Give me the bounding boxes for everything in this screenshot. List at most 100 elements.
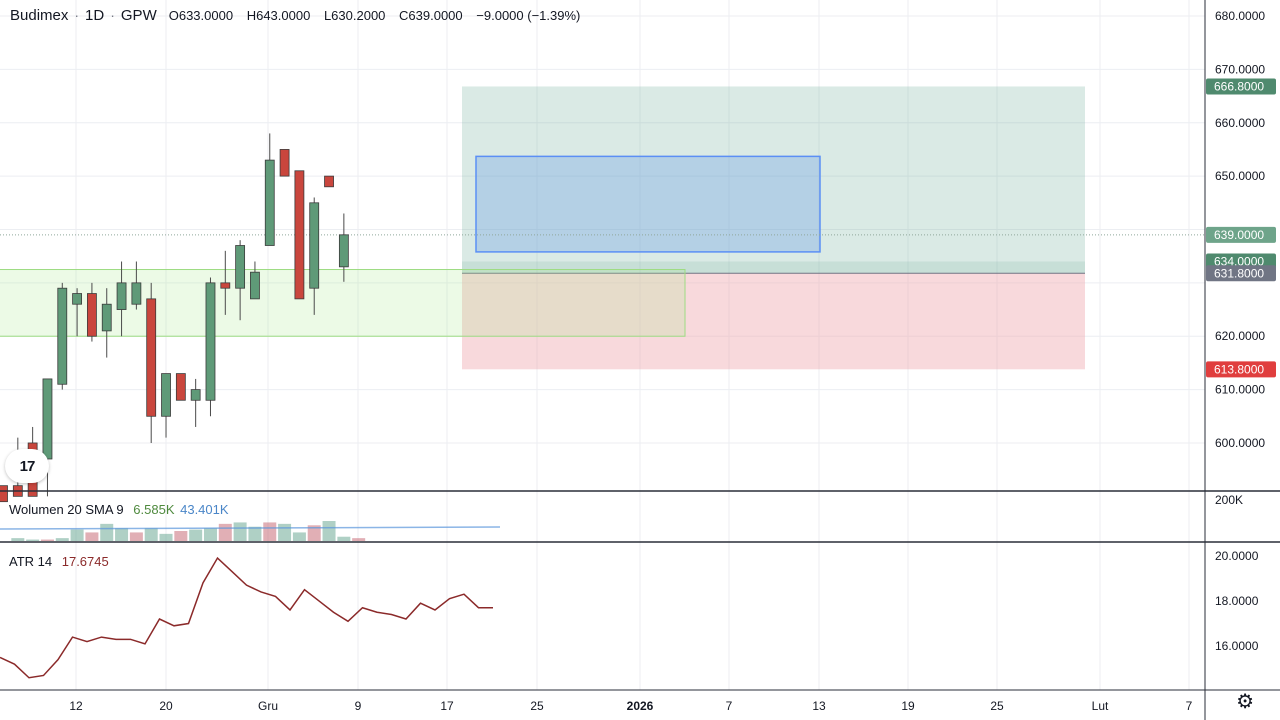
volume-bar (144, 528, 158, 541)
price-tag (1206, 78, 1276, 95)
price-tick-label: 600.0000 (1215, 436, 1265, 450)
price-tag (1206, 265, 1276, 282)
support-range-box (0, 269, 686, 337)
stop-loss-zone (462, 273, 1085, 370)
price-tag-label: 634.0000 (1214, 255, 1264, 269)
volume-bar (189, 529, 203, 541)
volume-bar (337, 536, 351, 541)
open-value: O633.0000 (168, 8, 234, 23)
candle-body (338, 234, 349, 268)
candle (87, 282, 97, 342)
change-value: −9.0000 (−1.39%) (476, 8, 581, 23)
candle-body (116, 282, 127, 310)
volume-bar (40, 539, 54, 541)
time-tick-label: 25 (530, 699, 544, 713)
volume-bar (263, 522, 277, 541)
candle (42, 378, 53, 497)
candle-body (294, 170, 305, 300)
candle-body (175, 373, 186, 401)
volume-value-2: 43.401K (180, 502, 229, 517)
candle-body (42, 378, 53, 460)
gear-icon[interactable]: ⚙ (1236, 691, 1254, 713)
price-tick-label: 610.0000 (1215, 383, 1265, 397)
candle-body (309, 202, 320, 289)
volume-bar (26, 539, 40, 541)
volume-bar (352, 538, 366, 541)
low-value: L630.2000 (323, 8, 386, 23)
high-value: H643.0000 (246, 8, 311, 23)
candle (72, 288, 82, 337)
atr-line (0, 556, 493, 679)
candle (161, 373, 171, 438)
atr-tick-label: 16.0000 (1215, 639, 1259, 653)
time-tick-label: 25 (990, 699, 1004, 713)
ohlc-values: O633.0000 H643.0000 L630.2000 C639.0000 … (169, 8, 591, 23)
price-tick-label: 620.0000 (1215, 329, 1265, 343)
atr-legend[interactable]: ATR 14 17.6745 (9, 554, 109, 569)
candle (264, 133, 275, 246)
price-tick-label: 680.0000 (1215, 9, 1265, 23)
candle-body (72, 293, 82, 305)
tradingview-logo[interactable]: 17 (5, 449, 49, 483)
candle (101, 288, 112, 358)
candle (0, 485, 8, 503)
price-tag (1206, 226, 1276, 243)
candle-body (161, 373, 171, 417)
time-tick-label: 19 (901, 699, 915, 713)
price-tick-label: 650.0000 (1215, 169, 1265, 183)
atr-label: ATR 14 (9, 554, 53, 569)
candle-body (235, 245, 246, 289)
candle (279, 149, 290, 177)
volume-axis-label: 200K (1215, 493, 1243, 507)
candle (146, 282, 157, 443)
time-tick-label: 7 (1186, 699, 1193, 713)
close-value: C639.0000 (399, 8, 463, 23)
drawn-rectangle (475, 155, 821, 253)
interval-label[interactable]: 1D (85, 7, 105, 24)
candle (250, 261, 260, 300)
volume-bar (11, 538, 25, 541)
symbol-name[interactable]: Budimex (10, 7, 69, 24)
candle (235, 240, 246, 321)
candle (309, 197, 320, 315)
candle-body (264, 159, 275, 246)
candle-body (131, 282, 142, 305)
price-tag-label: 631.8000 (1214, 266, 1264, 280)
separator: · (74, 7, 80, 23)
time-tick-label: 20 (159, 699, 173, 713)
candle-body (250, 271, 260, 300)
volume-bar (292, 532, 306, 541)
candle (294, 170, 305, 300)
candle-body (205, 282, 216, 401)
profit-zone (462, 86, 1085, 262)
time-tick-label: 13 (812, 699, 826, 713)
profit-zone-current (462, 261, 1085, 274)
candle (205, 277, 216, 417)
candle-body (57, 287, 68, 385)
volume-bar (159, 533, 173, 541)
time-tick-label: 9 (355, 699, 362, 713)
price-tag-label: 666.8000 (1214, 79, 1264, 93)
volume-bar (307, 525, 321, 541)
candle-body (220, 282, 231, 289)
volume-bar (85, 532, 99, 541)
candle-body (190, 389, 201, 401)
candle-body (0, 485, 8, 503)
candle (175, 373, 186, 401)
volume-legend[interactable]: Wolumen 20 SMA 9 6.585K 43.401K (9, 502, 229, 517)
price-tick-label: 670.0000 (1215, 62, 1265, 76)
candle-body (279, 149, 290, 177)
time-tick-label: 2026 (627, 699, 654, 713)
price-tick-label: 660.0000 (1215, 116, 1265, 130)
candle (338, 213, 349, 282)
volume-sma-line (0, 526, 501, 530)
volume-bar (248, 526, 262, 541)
chart-header: Budimex · 1D · GPW O633.0000 H643.0000 L… (10, 7, 590, 24)
time-tick-label: 7 (726, 699, 733, 713)
time-tick-label: Gru (258, 699, 278, 713)
volume-bar (322, 521, 336, 541)
candle (116, 261, 127, 337)
volume-bar (70, 529, 84, 541)
time-tick-label: Lut (1092, 699, 1109, 713)
